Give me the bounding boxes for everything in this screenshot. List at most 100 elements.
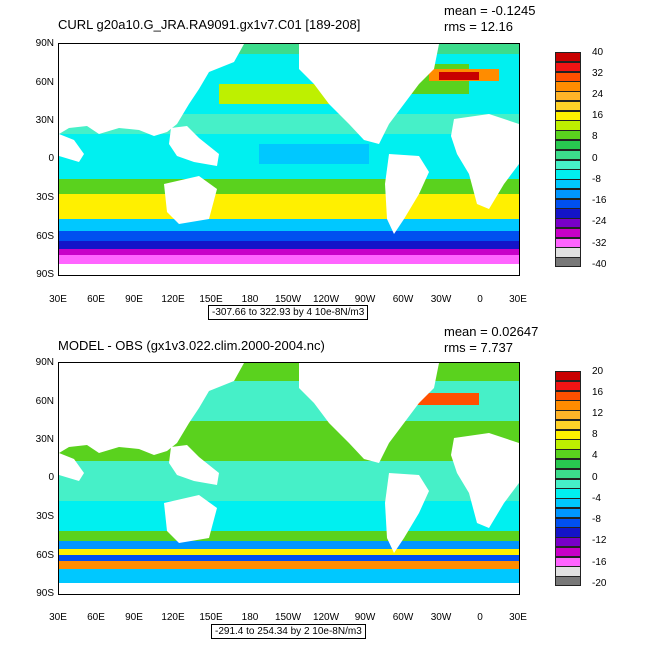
top-lat-tick: 60N [35,77,54,88]
colorbar-cell [555,478,581,489]
colorbar-cell [555,517,581,528]
field-band [59,249,519,255]
africa-land [451,114,519,209]
top-panel: CURL g20a10.G_JRA.RA9091.gx1v7.C01 [189-… [0,0,647,320]
maritime-continent-land [169,126,219,166]
top-colorbar-label: 0 [592,153,598,164]
top-map-field [59,44,519,275]
field-band [219,84,349,104]
colorbar-cell [555,390,581,401]
colorbar-cell [555,100,581,112]
colorbar-cell [555,139,581,151]
colorbar-cell [555,576,581,587]
south-america-land [385,473,429,553]
colorbar-cell [555,556,581,567]
field-band [59,561,519,569]
field-band [59,555,519,561]
colorbar-cell [555,52,581,63]
colorbar-cell [555,429,581,440]
colorbar-cell [555,507,581,519]
bottom-lon-tick: 150E [199,612,223,623]
field-band [59,194,519,219]
bottom-title: MODEL - OBS (gx1v3.022.clim.2000-2004.nc… [58,338,325,353]
field-band [59,255,519,264]
bottom-rms-label: rms = 7.737 [444,340,514,355]
colorbar-cell [555,61,581,73]
top-colorbar-label: -40 [592,259,607,270]
colorbar-cell [555,218,581,229]
bottom-lat-tick: 30S [36,511,54,522]
top-lon-tick: 30E [49,294,67,305]
top-colorbar-label: -16 [592,195,607,206]
north-america-land [299,363,439,463]
north-america-land [299,44,439,144]
maritime-continent-land [169,445,219,485]
colorbar-cell [555,419,581,431]
top-lon-tick: 60E [87,294,105,305]
top-lon-tick: 150E [199,294,223,305]
top-colorbar-label: 16 [592,110,604,121]
field-band [59,219,519,231]
bottom-lon-tick: 30E [49,612,67,623]
top-lat-tick: 30N [35,115,54,126]
bottom-colorbar-label: -4 [592,493,601,504]
colorbar-cell [555,380,581,392]
top-lon-tick: 90E [125,294,143,305]
bottom-colorbar-label: 8 [592,429,598,440]
colorbar-cell [555,468,581,479]
top-lat-tick: 30S [36,192,54,203]
bottom-lat-tick: 0 [48,472,54,483]
top-lat-tick: 60S [36,231,54,242]
colorbar-cell [555,449,581,460]
colorbar-cell [555,498,581,509]
colorbar-cell [555,130,581,141]
colorbar-cell [555,237,581,248]
bottom-colorbar-label: -8 [592,514,601,525]
colorbar-cell [555,410,581,421]
bottom-range-note: -291.4 to 254.34 by 2 10e-8N/m3 [211,624,366,639]
colorbar-cell [555,81,581,92]
africa-land [451,433,519,528]
top-lon-tick: 180 [241,294,259,305]
bottom-lat-tick: 60N [35,396,54,407]
field-band [59,44,519,54]
bottom-colorbar-label: -12 [592,535,607,546]
bottom-lat-tick: 90N [35,357,54,368]
field-band [59,569,519,583]
bottom-lon-tick: 180 [241,612,259,623]
colorbar-cell [555,110,581,121]
field-band [439,72,479,80]
bottom-lon-tick: 60E [87,612,105,623]
bottom-panel: MODEL - OBS (gx1v3.022.clim.2000-2004.nc… [0,320,647,640]
bottom-lat-tick: 90S [36,588,54,599]
colorbar-cell [555,527,581,538]
eurasia-land [59,363,244,455]
bottom-lon-tick: 150W [274,612,302,623]
field-band [59,241,519,249]
top-lat-tick: 90N [35,38,54,49]
colorbar-cell [555,400,581,411]
eurasia-land [59,44,244,136]
top-lon-tick: 150W [274,294,302,305]
top-colorbar-label: 32 [592,68,604,79]
top-colorbar-label: 24 [592,89,604,100]
colorbar-cell [555,247,581,258]
colorbar-cell [555,439,581,450]
top-mean-label: mean = -0.1245 [444,3,536,18]
colorbar-cell [555,198,581,209]
field-band [59,461,519,501]
bottom-colorbar-label: 12 [592,408,604,419]
top-title: CURL g20a10.G_JRA.RA9091.gx1v7.C01 [189-… [58,17,361,32]
antarctica-land [59,583,519,594]
colorbar-cell [555,257,581,268]
bottom-colorbar-label: 4 [592,450,598,461]
colorbar-cell [555,488,581,499]
top-lon-tick: 60W [392,294,414,305]
top-colorbar [555,52,583,268]
australia-land [164,176,217,224]
field-band [59,231,519,241]
field-band [59,541,519,549]
bottom-lon-tick: 30E [509,612,527,623]
bottom-map-plot [58,362,520,595]
top-lon-tick: 120W [312,294,340,305]
